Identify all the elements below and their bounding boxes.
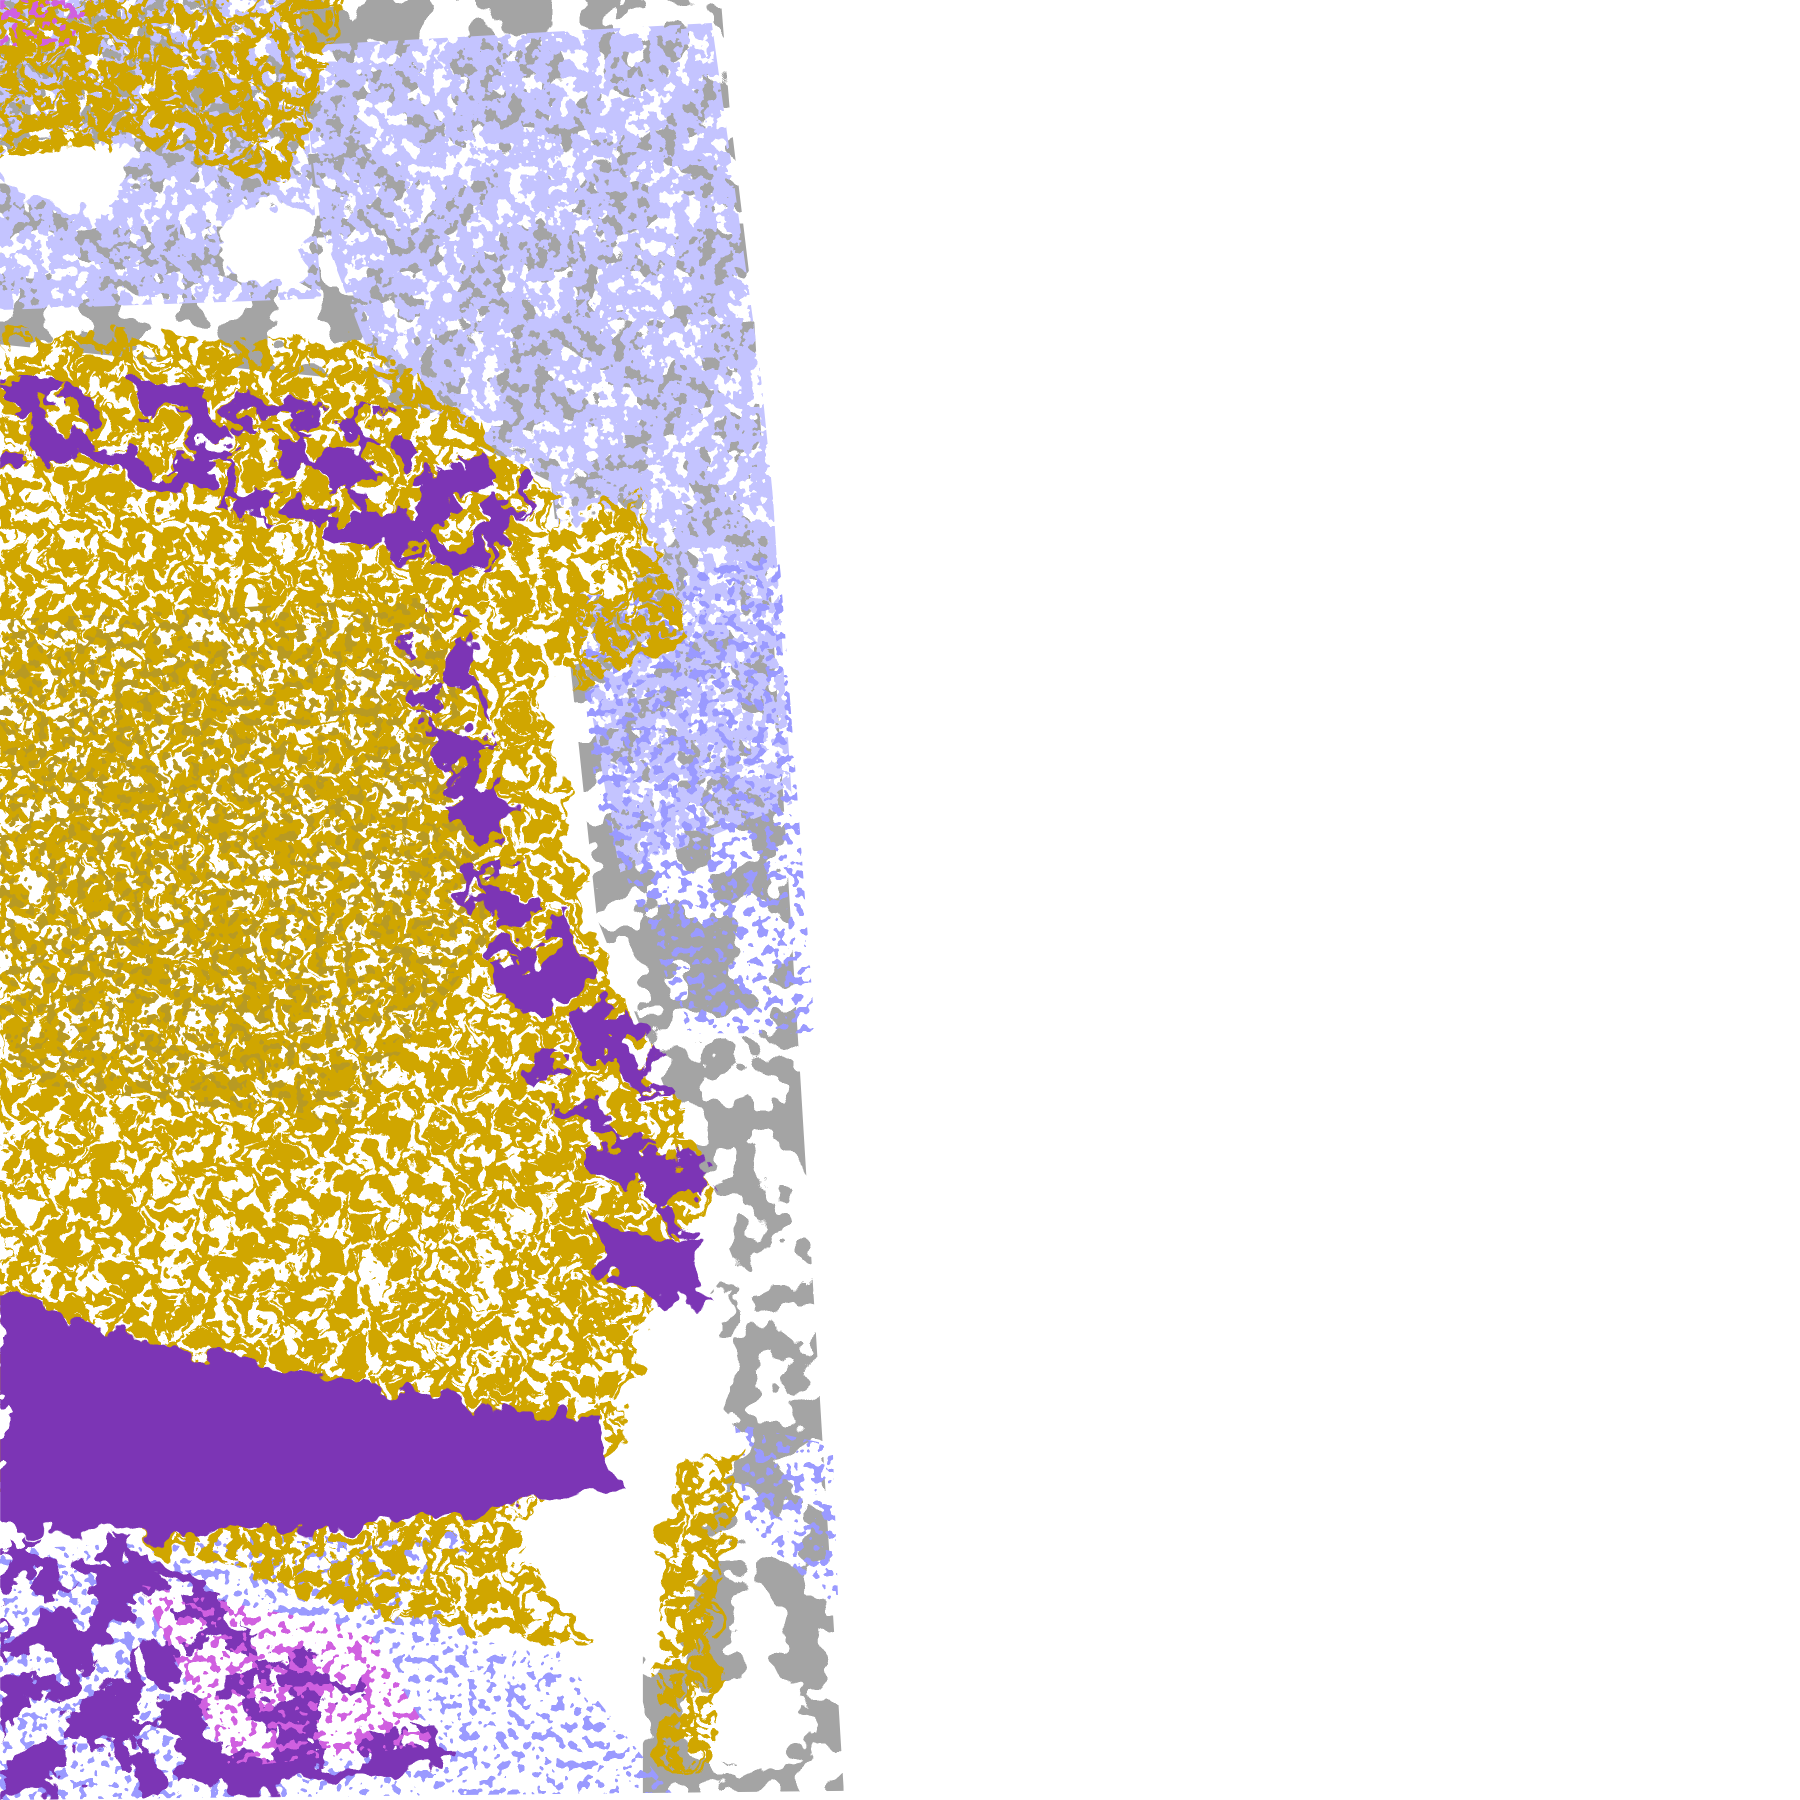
magenta-cloud-layer [0,0,437,1768]
swath [0,0,844,1800]
dark-gold-cloud-layer [0,596,506,1126]
